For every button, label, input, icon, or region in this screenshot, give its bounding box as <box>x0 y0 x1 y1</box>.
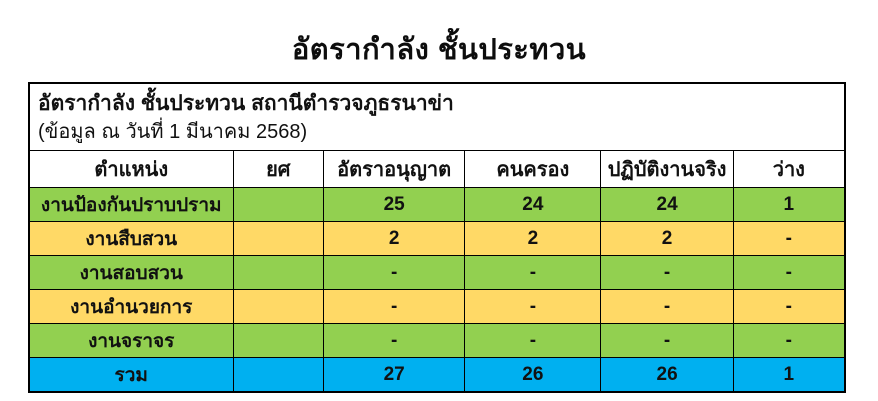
column-header-vacant: ว่าง <box>732 150 846 188</box>
column-header-position: ตำแหน่ง <box>28 150 234 188</box>
cell-occupied: - <box>464 255 602 290</box>
column-header-authorized: อัตราอนุญาต <box>323 150 466 188</box>
cell-rank <box>232 187 325 222</box>
table-row-administration: งานอำนวยการ - - - - <box>28 289 846 324</box>
cell-vacant: - <box>732 323 846 358</box>
cell-vacant: - <box>732 255 846 290</box>
cell-rank <box>232 289 325 324</box>
cell-authorized: - <box>323 255 466 290</box>
table-caption-cell: อัตรากำลัง ชั้นประทวน สถานีตำรวจภูธรนาข่… <box>28 82 846 151</box>
cell-position: งานสอบสวน <box>28 255 234 290</box>
column-header-rank: ยศ <box>232 150 325 188</box>
table-row-inquiry: งานสอบสวน - - - - <box>28 255 846 290</box>
cell-authorized: - <box>323 323 466 358</box>
cell-position: งานจราจร <box>28 323 234 358</box>
cell-occupied: 26 <box>464 357 602 393</box>
table-caption-title: อัตรากำลัง ชั้นประทวน สถานีตำรวจภูธรนาข่… <box>38 91 454 115</box>
cell-authorized: 25 <box>323 187 466 222</box>
table-row-traffic: งานจราจร - - - - <box>28 323 846 358</box>
table-caption-row: อัตรากำลัง ชั้นประทวน สถานีตำรวจภูธรนาข่… <box>28 82 846 151</box>
cell-authorized: - <box>323 289 466 324</box>
cell-rank <box>232 255 325 290</box>
column-header-actual: ปฏิบัติงานจริง <box>600 150 734 188</box>
cell-position: งานอำนวยการ <box>28 289 234 324</box>
table-row-investigation: งานสืบสวน 2 2 2 - <box>28 221 846 256</box>
table-row-total: รวม 27 26 26 1 <box>28 357 846 393</box>
table-caption-date: (ข้อมูล ณ วันที่ 1 มีนาคม 2568) <box>38 121 308 144</box>
cell-vacant: 1 <box>732 187 846 222</box>
cell-position: งานป้องกันปราบปราม <box>28 187 234 222</box>
cell-actual: 24 <box>600 187 734 222</box>
cell-actual: 26 <box>600 357 734 393</box>
personnel-table-container: อัตรากำลัง ชั้นประทวน สถานีตำรวจภูธรนาข่… <box>28 82 846 393</box>
cell-vacant: - <box>732 221 846 256</box>
cell-actual: - <box>600 323 734 358</box>
cell-occupied: - <box>464 289 602 324</box>
cell-actual: - <box>600 289 734 324</box>
cell-rank <box>232 323 325 358</box>
personnel-table: อัตรากำลัง ชั้นประทวน สถานีตำรวจภูธรนาข่… <box>28 82 846 393</box>
cell-rank <box>232 357 325 393</box>
cell-occupied: - <box>464 323 602 358</box>
cell-actual: 2 <box>600 221 734 256</box>
cell-position: งานสืบสวน <box>28 221 234 256</box>
cell-actual: - <box>600 255 734 290</box>
cell-occupied: 2 <box>464 221 602 256</box>
page-title: อัตรากำลัง ชั้นประทวน <box>291 34 587 66</box>
cell-rank <box>232 221 325 256</box>
table-header-row: ตำแหน่ง ยศ อัตราอนุญาต คนครอง ปฏิบัติงาน… <box>28 150 846 188</box>
cell-occupied: 24 <box>464 187 602 222</box>
table-row-prevention: งานป้องกันปราบปราม 25 24 24 1 <box>28 187 846 222</box>
column-header-occupied: คนครอง <box>464 150 602 188</box>
cell-authorized: 2 <box>323 221 466 256</box>
cell-vacant: - <box>732 289 846 324</box>
cell-vacant: 1 <box>732 357 846 393</box>
cell-total-label: รวม <box>28 357 234 393</box>
cell-authorized: 27 <box>323 357 466 393</box>
